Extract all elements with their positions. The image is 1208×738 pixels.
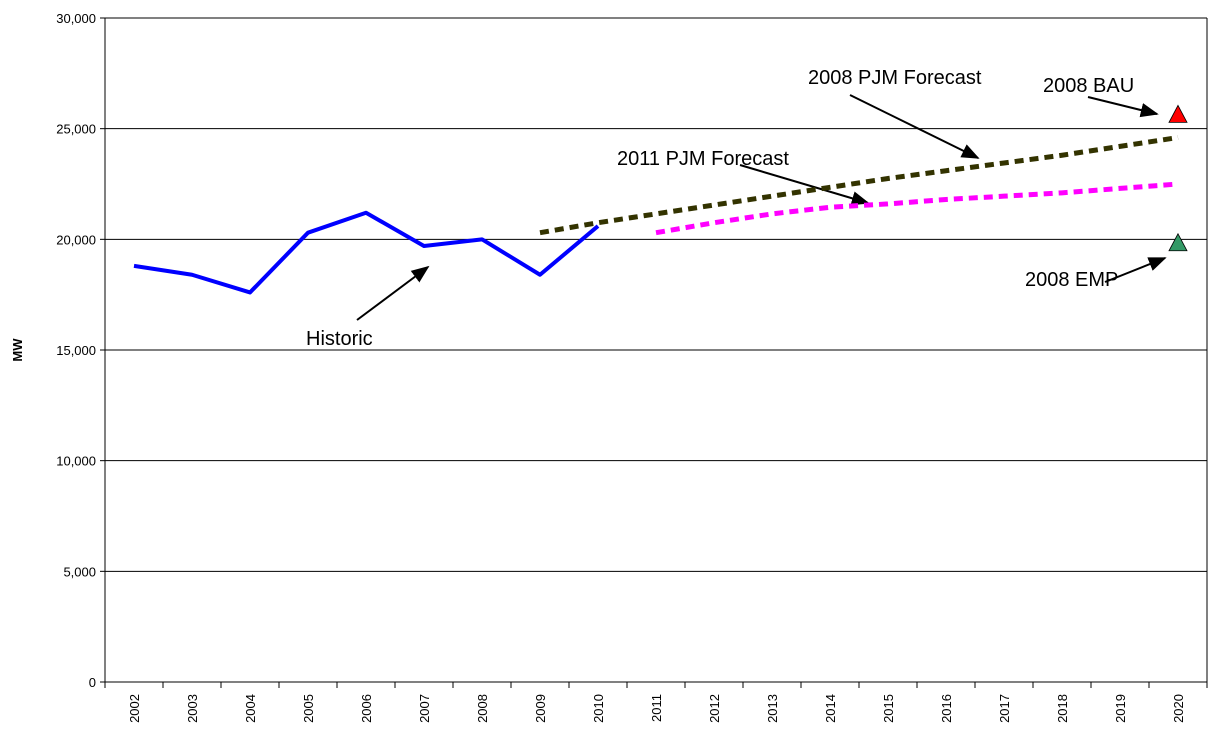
series-annotation: 2008 BAU [1043, 75, 1134, 97]
x-tick-label: 2008 [475, 694, 490, 723]
series-annotation: 2011 PJM Forecast [617, 148, 789, 170]
arrow [356, 265, 430, 321]
y-tick-label: 25,000 [56, 122, 96, 137]
series-annotation: 2008 EMP [1025, 269, 1118, 291]
x-tick-label: 2017 [997, 694, 1012, 723]
marker [1168, 104, 1188, 123]
x-tick-label: 2006 [359, 694, 374, 723]
x-tick-label: 2011 [649, 694, 664, 722]
annotation-arrows [356, 94, 1167, 321]
x-tick-label: 2014 [823, 694, 838, 723]
x-tick-label: 2005 [301, 694, 316, 723]
y-tick-label: 20,000 [56, 232, 96, 247]
x-tick-label: 2013 [765, 694, 780, 723]
series-line [133, 210, 600, 295]
arrow [739, 164, 870, 206]
x-tick-label: 2004 [243, 694, 258, 723]
series-line [539, 135, 1179, 236]
marker [1168, 232, 1188, 252]
y-tick-label: 0 [89, 675, 96, 690]
x-tick-label: 2002 [127, 694, 142, 723]
x-tick-label: 2019 [1113, 694, 1128, 723]
series-annotation: Historic [306, 328, 373, 350]
series-line [655, 181, 1179, 236]
x-tick-label: 2018 [1055, 694, 1070, 723]
arrow [1087, 96, 1159, 118]
x-tick-label: 2016 [939, 694, 954, 723]
y-axis-label: MW [10, 338, 25, 362]
x-tick-label: 2015 [881, 694, 896, 723]
x-tick-label: 2003 [185, 694, 200, 723]
y-tick-label: 10,000 [56, 454, 96, 469]
x-tick-label: 2009 [533, 694, 548, 723]
x-tick-label: 2012 [707, 694, 722, 723]
x-tick-label: 2010 [591, 694, 606, 723]
series-annotation: 2008 PJM Forecast [808, 67, 982, 89]
x-tick-label: 2007 [417, 694, 432, 723]
arrow [1104, 257, 1167, 283]
x-tick-label: 2020 [1171, 694, 1186, 723]
y-tick-label: 5,000 [63, 564, 96, 579]
y-tick-label: 30,000 [56, 11, 96, 26]
y-tick-label: 15,000 [56, 343, 96, 358]
arrow [849, 94, 980, 159]
